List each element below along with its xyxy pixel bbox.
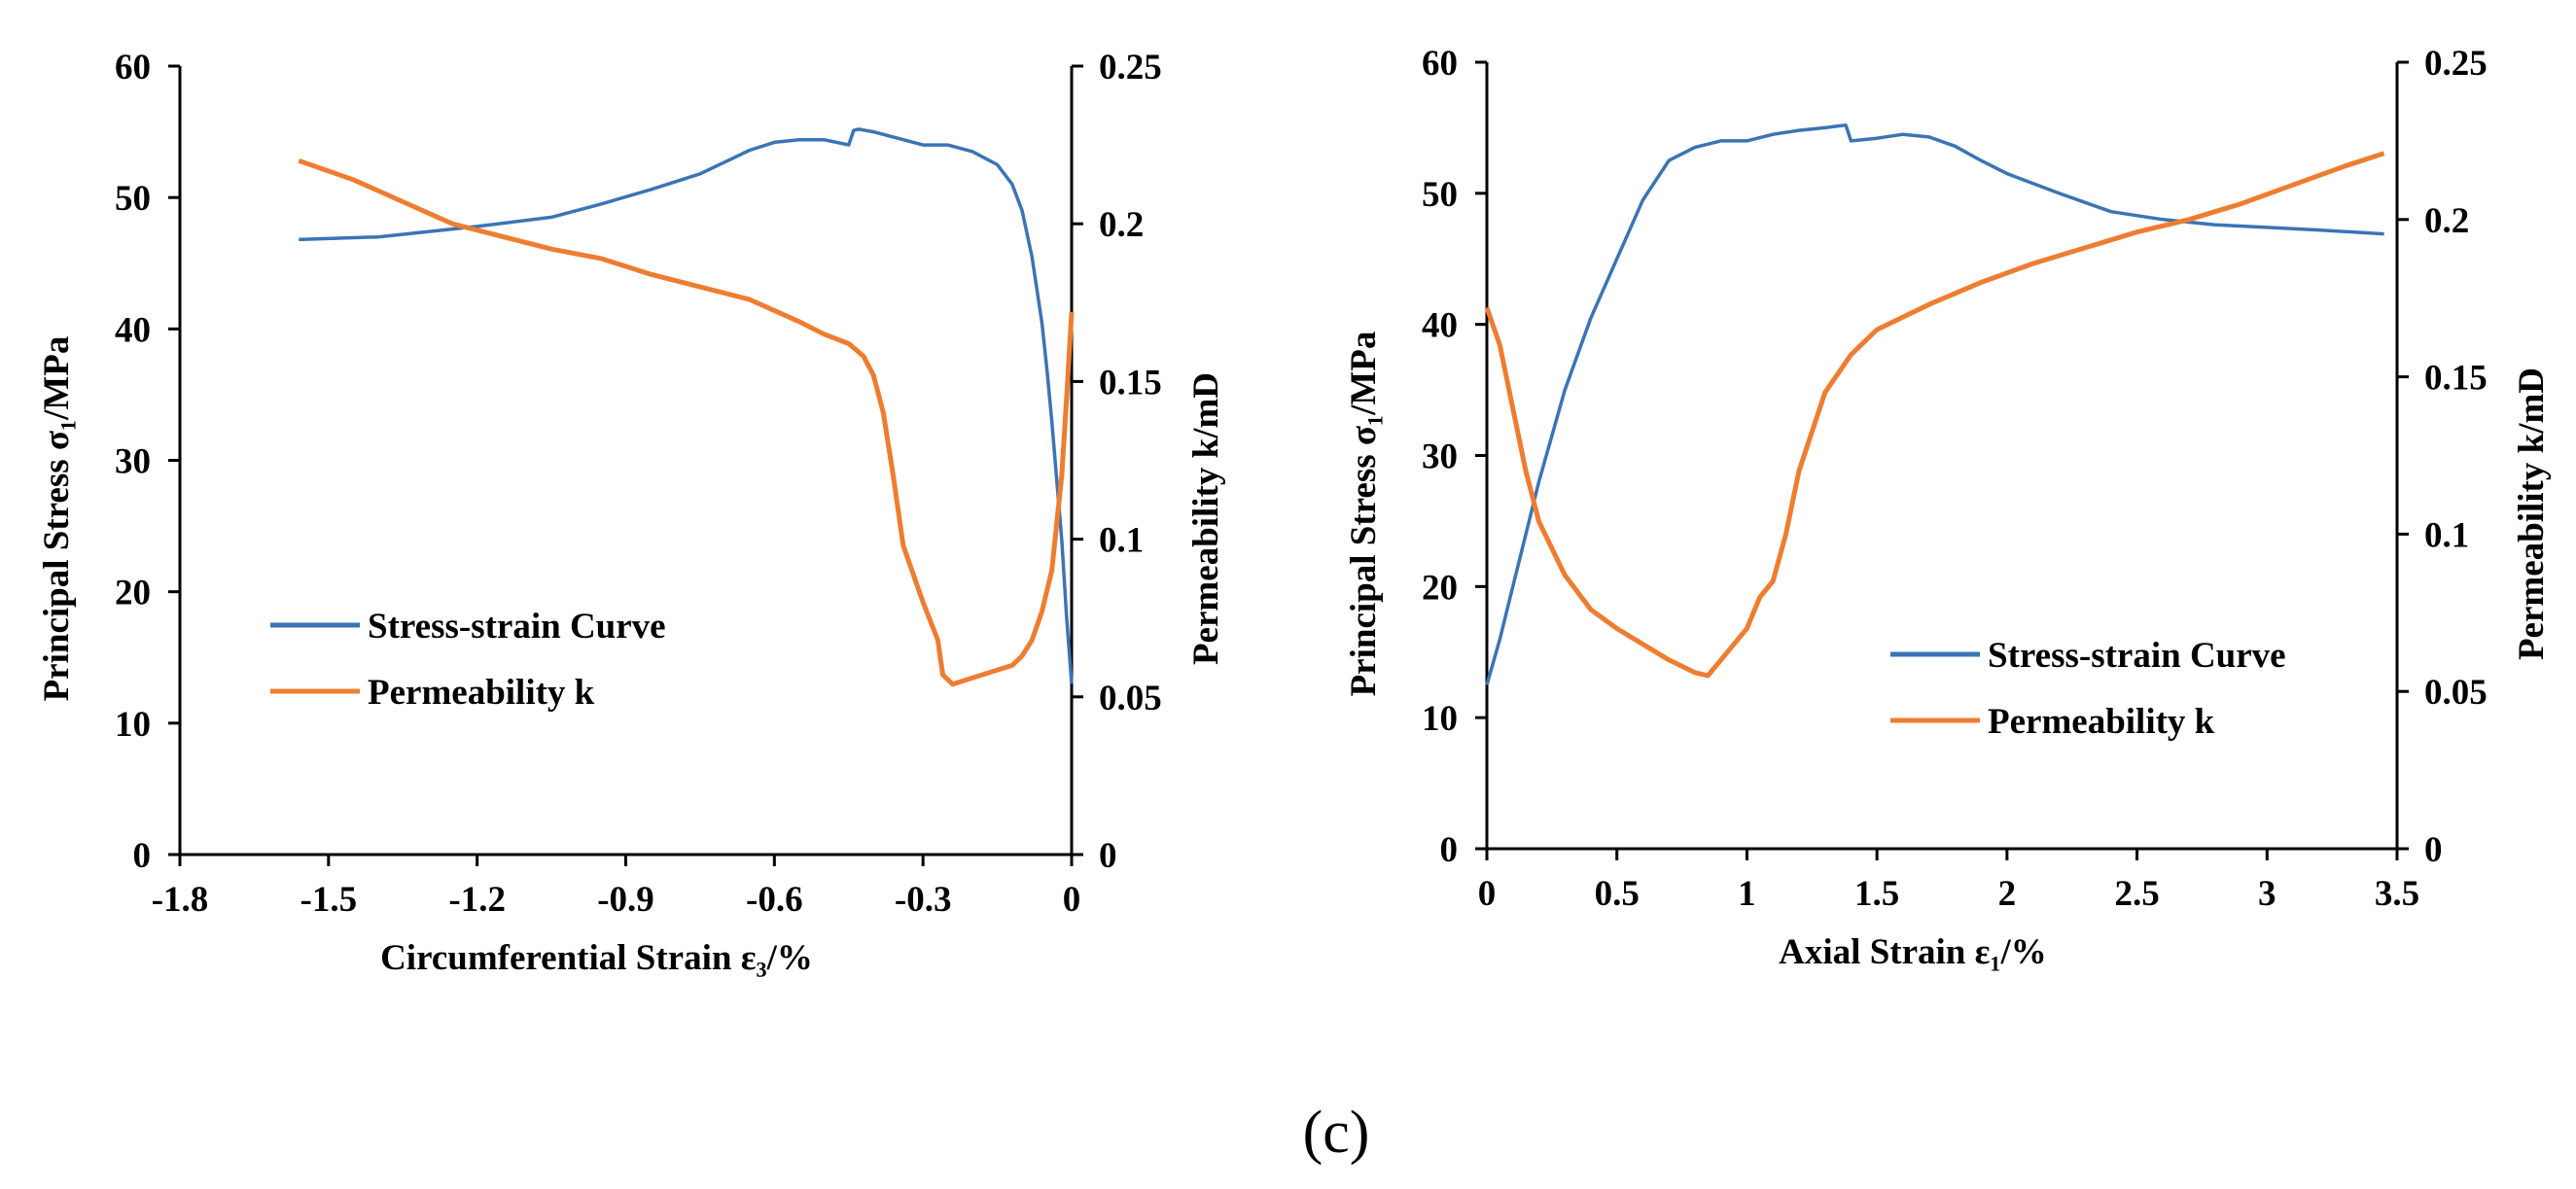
y-tick-label-left: 50 <box>115 179 151 219</box>
x-tick-label: 0 <box>1478 874 1497 914</box>
x-tick-label: 2.5 <box>2114 874 2159 914</box>
y-tick-label-right: 0 <box>1099 836 1117 876</box>
x-tick-label: -0.6 <box>746 880 803 920</box>
y-tick-label-left: 20 <box>115 574 151 613</box>
legend-label: Permeability k <box>1988 702 2215 742</box>
y-tick-label-left: 60 <box>1422 44 1458 84</box>
x-tick-label: 1 <box>1738 874 1756 914</box>
y-tick-label-left: 50 <box>1422 175 1458 215</box>
x-tick-label: 0.5 <box>1595 874 1640 914</box>
x-tick-label: 1.5 <box>1854 874 1899 914</box>
y-tick-label-right: 0.05 <box>2424 673 2488 713</box>
y-tick-label-left: 30 <box>115 442 151 482</box>
x-axis-title: Axial Strain ε₁/% <box>1779 932 2047 972</box>
x-tick-label: 3.5 <box>2375 874 2419 914</box>
chart-right: 0 0.5 1 1.5 2 2.5 3 3.5010203040506000.050.10.1… <box>1344 44 2552 972</box>
y-axis-title-left: Principal Stress σ₁/MPa <box>37 336 77 702</box>
x-tick-label: -1.5 <box>300 880 358 920</box>
y-tick-label-left: 0 <box>133 836 152 876</box>
y-axis-title-right: Permeability k/mD <box>2512 367 2552 660</box>
chart-left: -1.8 -1.5 -1.2 -0.9 -0.6 -0.3 0010203040506000… <box>37 48 1226 978</box>
y-tick-label-left: 60 <box>115 48 151 87</box>
permeability-line <box>1484 151 2385 679</box>
stress-strain-line <box>299 127 1074 684</box>
y-tick-label-left: 10 <box>1422 699 1458 739</box>
x-tick-label: -0.9 <box>597 880 654 920</box>
permeability-line <box>298 157 1075 687</box>
legend-label: Stress-strain Curve <box>368 607 666 647</box>
y-tick-label-left: 10 <box>115 705 151 745</box>
x-tick-label: -1.2 <box>448 880 506 920</box>
y-tick-label-right: 0 <box>2424 830 2443 870</box>
legend-label: Permeability k <box>368 673 595 713</box>
y-tick-label-left: 20 <box>1422 568 1458 608</box>
x-tick-label: -0.3 <box>895 880 952 920</box>
y-tick-label-right: 0.2 <box>1099 205 1144 245</box>
y-tick-label-right: 0.15 <box>1099 363 1162 402</box>
stress-strain-line <box>1485 122 2384 685</box>
y-tick-label-right: 0.2 <box>2424 201 2469 241</box>
y-tick-label-left: 30 <box>1422 437 1458 477</box>
x-tick-label: 0 <box>1063 880 1081 920</box>
y-tick-label-right: 0.1 <box>2424 515 2469 555</box>
x-tick-label: -1.8 <box>152 880 209 920</box>
legend-label: Stress-strain Curve <box>1988 636 2286 676</box>
x-tick-label: 3 <box>2258 874 2276 914</box>
y-tick-label-left: 0 <box>1440 830 1459 870</box>
y-tick-label-left: 40 <box>115 310 151 350</box>
y-axis-title-left: Principal Stress σ₁/MPa <box>1344 332 1384 697</box>
x-tick-label: 2 <box>1998 874 2017 914</box>
x-axis-title: Circumferential Strain ε₃/% <box>380 938 813 978</box>
y-tick-label-right: 0.25 <box>1099 48 1162 87</box>
y-tick-label-right: 0.1 <box>1099 521 1144 561</box>
y-tick-label-left: 40 <box>1422 306 1458 346</box>
y-tick-label-right: 0.05 <box>1099 679 1162 718</box>
y-tick-label-right: 0.15 <box>2424 359 2488 399</box>
figure-caption: (c) <box>1303 1100 1370 1166</box>
y-tick-label-right: 0.25 <box>2424 44 2488 84</box>
y-axis-title-right: Permeability k/mD <box>1186 372 1226 665</box>
